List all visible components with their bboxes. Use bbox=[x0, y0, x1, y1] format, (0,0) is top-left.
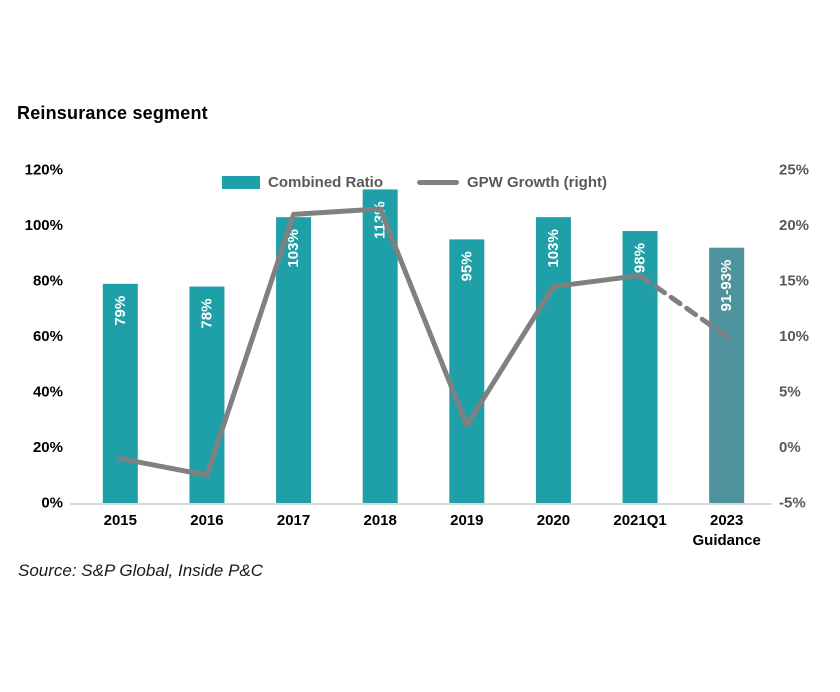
combined-ratio-swatch-icon bbox=[222, 176, 260, 189]
x-axis-category-label: 2023 Guidance bbox=[693, 512, 761, 549]
combined-ratio-bar bbox=[449, 239, 485, 503]
combined-ratio-bar bbox=[276, 217, 312, 504]
left-axis-tick-label: 60% bbox=[33, 328, 63, 345]
combined-ratio-bar bbox=[189, 286, 225, 503]
legend-label-combined-ratio: Combined Ratio bbox=[268, 174, 383, 191]
source-note: Source: S&P Global, Inside P&C bbox=[18, 561, 264, 580]
bar-value-label: 98% bbox=[632, 243, 649, 273]
x-axis-category-label: 2017 bbox=[277, 512, 310, 529]
x-axis-category-label: 2021Q1 bbox=[613, 512, 666, 529]
bar-value-label: 78% bbox=[198, 299, 215, 329]
x-axis-category-label: 2018 bbox=[364, 512, 397, 529]
right-axis-tick-label: 20% bbox=[779, 217, 809, 234]
right-axis-tick-label: 0% bbox=[779, 439, 801, 456]
x-axis-category-label: 2020 bbox=[537, 512, 570, 529]
right-axis-tick-label: 5% bbox=[779, 384, 801, 401]
left-axis-tick-label: 100% bbox=[25, 217, 63, 234]
bar-value-label: 91-93% bbox=[718, 260, 735, 312]
legend-label-gpw-growth: GPW Growth (right) bbox=[467, 174, 607, 191]
bar-value-label: 103% bbox=[545, 229, 562, 267]
combined-ratio-bar bbox=[535, 217, 571, 504]
x-axis-category-label: 2019 bbox=[450, 512, 483, 529]
gpw-growth-line-dashed bbox=[637, 272, 730, 339]
chart-legend: Combined Ratio GPW Growth (right) bbox=[222, 174, 607, 191]
x-axis-category-label: 2015 bbox=[104, 512, 137, 529]
chart-title: Reinsurance segment bbox=[17, 103, 208, 123]
gpw-growth-line bbox=[117, 206, 643, 478]
x-axis-category-label: 2016 bbox=[190, 512, 223, 529]
right-axis-tick-label: 15% bbox=[779, 273, 809, 290]
right-axis-tick-label: -5% bbox=[779, 495, 806, 512]
right-axis-tick-label: 10% bbox=[779, 328, 809, 345]
combined-ratio-bar bbox=[102, 283, 138, 503]
legend-item-gpw-growth: GPW Growth (right) bbox=[417, 174, 607, 191]
bar-value-label: 103% bbox=[285, 229, 302, 267]
left-axis-tick-label: 120% bbox=[25, 162, 63, 179]
gpw-growth-swatch-icon bbox=[417, 180, 459, 185]
combined-ratio-bar bbox=[709, 247, 745, 503]
bar-value-label: 79% bbox=[112, 296, 129, 326]
left-axis-tick-label: 0% bbox=[41, 495, 63, 512]
bar-value-label: 95% bbox=[458, 251, 475, 281]
left-axis-tick-label: 80% bbox=[33, 273, 63, 290]
left-axis-tick-label: 20% bbox=[33, 439, 63, 456]
legend-item-combined-ratio: Combined Ratio bbox=[222, 174, 383, 191]
right-axis-tick-label: 25% bbox=[779, 162, 809, 179]
left-axis-tick-label: 40% bbox=[33, 384, 63, 401]
